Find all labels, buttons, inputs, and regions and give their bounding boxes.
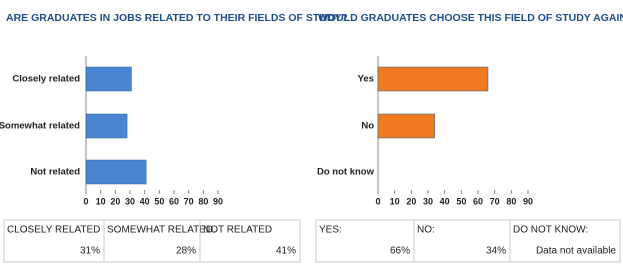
x-tick-label: 90 — [213, 196, 223, 206]
table-value: 28% — [176, 246, 196, 257]
table-cell — [199, 219, 301, 263]
table-value: 41% — [276, 246, 296, 257]
x-tick-label: 60 — [473, 196, 483, 206]
bar — [85, 159, 147, 185]
category-label: Do not know — [317, 167, 375, 178]
chart-title: ARE GRADUATES IN JOBS RELATED TO THEIR F… — [6, 12, 348, 24]
bar — [377, 113, 435, 139]
bar — [85, 113, 128, 139]
x-tick-label: 40 — [140, 196, 150, 206]
x-tick-label: 30 — [125, 196, 135, 206]
x-tick-label: 20 — [110, 196, 120, 206]
x-tick-label: 40 — [440, 196, 450, 206]
x-tick-label: 20 — [406, 196, 416, 206]
table-value: 66% — [390, 246, 410, 257]
table-header: NOT RELATED — [203, 225, 272, 236]
table-value: 34% — [486, 246, 506, 257]
x-tick-label: 90 — [523, 196, 533, 206]
x-tick-label: 30 — [423, 196, 433, 206]
table-value: 31% — [80, 246, 100, 257]
x-tick-label: 80 — [198, 196, 208, 206]
x-tick-label: 80 — [506, 196, 516, 206]
category-label: Closely related — [12, 74, 80, 85]
x-tick-label: 10 — [96, 196, 106, 206]
category-label: No — [361, 121, 374, 132]
x-tick-label: 0 — [375, 196, 380, 206]
category-label: Somewhat related — [0, 121, 80, 132]
table-header: NO: — [417, 225, 435, 236]
bar — [377, 66, 489, 92]
x-tick-label: 50 — [456, 196, 466, 206]
x-tick-label: 70 — [490, 196, 500, 206]
x-tick-label: 70 — [184, 196, 194, 206]
x-tick-label: 50 — [154, 196, 164, 206]
category-label: Not related — [30, 167, 80, 178]
table-header: DO NOT KNOW: — [513, 225, 588, 236]
chart-title: WOULD GRADUATES CHOOSE THIS FIELD OF STU… — [318, 12, 623, 24]
table-header: SOMEWHAT RELATED — [107, 225, 213, 236]
table-header: YES: — [319, 225, 342, 236]
category-label: Yes — [358, 74, 374, 85]
x-tick-label: 10 — [390, 196, 400, 206]
bar — [85, 66, 132, 92]
table-header: CLOSELY RELATED — [7, 225, 100, 236]
x-tick-label: 0 — [83, 196, 88, 206]
table-cell — [509, 219, 621, 263]
table-value: Data not available — [536, 246, 616, 257]
x-tick-label: 60 — [169, 196, 179, 206]
